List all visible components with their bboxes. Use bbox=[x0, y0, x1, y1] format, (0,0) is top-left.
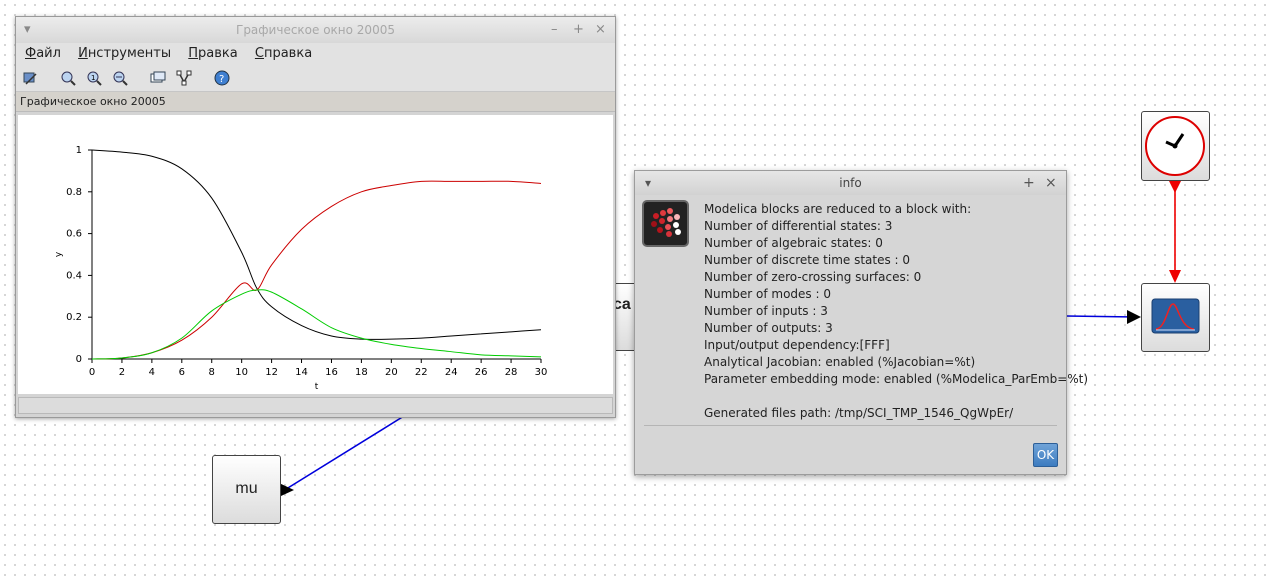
x-tick-label: 18 bbox=[355, 367, 368, 378]
x-tick-label: 30 bbox=[535, 367, 548, 378]
graphic-window-titlebar[interactable]: ▾ Графическое окно 20005 – + × bbox=[16, 17, 615, 43]
x-tick-label: 26 bbox=[475, 367, 488, 378]
x-tick-label: 20 bbox=[385, 367, 398, 378]
mu-block-label: mu bbox=[235, 480, 258, 497]
menu-bar: Файл Инструменты Правка Справка bbox=[16, 43, 615, 65]
scope-icon bbox=[1151, 298, 1200, 334]
zoom-in-icon[interactable] bbox=[60, 70, 76, 86]
x-tick-label: 4 bbox=[149, 367, 155, 378]
x-tick-label: 24 bbox=[445, 367, 458, 378]
info-line: Modelica blocks are reduced to a block w… bbox=[704, 202, 972, 216]
x-tick-label: 0 bbox=[89, 367, 95, 378]
y-tick-label: 0.2 bbox=[66, 312, 82, 323]
scope-input-link[interactable] bbox=[1065, 315, 1137, 318]
series-line-2 bbox=[91, 180, 542, 360]
menu-edit[interactable]: Правка bbox=[188, 46, 238, 61]
graphic-window-title: Графическое окно 20005 bbox=[236, 23, 395, 37]
menu-help[interactable]: Справка bbox=[254, 46, 313, 61]
x-tick-label: 10 bbox=[235, 367, 248, 378]
zoom-reset-icon[interactable]: 1 bbox=[86, 70, 102, 86]
y-tick-label: 1 bbox=[76, 145, 82, 156]
x-tick-label: 16 bbox=[325, 367, 338, 378]
info-message: Modelica blocks are reduced to a block w… bbox=[704, 201, 1088, 422]
info-line: Analytical Jacobian: enabled (%Jacobian=… bbox=[704, 355, 976, 369]
info-line: Number of discrete time states : 0 bbox=[704, 253, 911, 267]
clock-icon bbox=[1145, 116, 1205, 176]
ok-button[interactable]: OK bbox=[1033, 443, 1058, 467]
y-tick-label: 0 bbox=[76, 354, 82, 365]
minimize-button[interactable]: – bbox=[551, 22, 558, 37]
modelica-logo-icon bbox=[642, 200, 689, 247]
dialog-maximize-button[interactable]: + bbox=[1023, 175, 1035, 191]
info-line: Generated files path: /tmp/SCI_TMP_1546_… bbox=[704, 406, 1014, 420]
x-tick-label: 12 bbox=[265, 367, 278, 378]
x-tick-label: 2 bbox=[119, 367, 125, 378]
window-menu-icon[interactable]: ▾ bbox=[24, 22, 31, 37]
info-line: Input/output dependency:[FFF] bbox=[704, 338, 890, 352]
graph-editor-icon[interactable] bbox=[176, 70, 192, 86]
scope-input-port bbox=[1127, 310, 1141, 324]
info-dialog-titlebar[interactable]: ▾ info + × bbox=[635, 171, 1066, 195]
x-axis-label: t bbox=[315, 382, 319, 392]
info-line: Number of zero-crossing surfaces: 0 bbox=[704, 270, 922, 284]
maximize-button[interactable]: + bbox=[573, 22, 584, 37]
series-line-3 bbox=[91, 289, 542, 360]
toolbar: 1 ? bbox=[16, 65, 615, 92]
x-tick-label: 14 bbox=[295, 367, 308, 378]
rotate-icon[interactable] bbox=[22, 70, 38, 86]
figure-label: Графическое окно 20005 bbox=[16, 92, 615, 112]
modelica-block-label: ca bbox=[613, 296, 631, 313]
help-icon[interactable]: ? bbox=[214, 70, 230, 86]
zoom-out-icon[interactable] bbox=[112, 70, 128, 86]
series-line-1 bbox=[91, 149, 542, 340]
info-line: Parameter embedding mode: enabled (%Mode… bbox=[704, 372, 1089, 386]
dialog-separator bbox=[644, 425, 1057, 426]
mu-link[interactable] bbox=[282, 415, 405, 492]
info-dialog[interactable]: ▾ info + × Modelica blocks are reduced t… bbox=[634, 170, 1088, 475]
x-tick-label: 22 bbox=[415, 367, 428, 378]
horizontal-scrollbar[interactable] bbox=[18, 397, 613, 414]
x-tick-label: 28 bbox=[505, 367, 518, 378]
info-line: Number of modes : 0 bbox=[704, 287, 831, 301]
info-dialog-title: info bbox=[839, 176, 862, 190]
svg-text:1: 1 bbox=[91, 74, 95, 82]
menu-tools[interactable]: Инструменты bbox=[78, 46, 172, 61]
y-axis-label: y bbox=[54, 251, 64, 257]
plot-area[interactable]: 0 2 4 6 8 10 12 14 16 18 20 22 24 26 28 30 0 0.2 0.4 0.6 0.8… bbox=[18, 115, 613, 394]
info-line: Number of algebraic states: 0 bbox=[704, 236, 883, 250]
clock-block[interactable] bbox=[1141, 111, 1210, 181]
line-chart: 0 2 4 6 8 10 12 14 16 18 20 22 24 26 28 3000.20.40.60.8… bbox=[54, 145, 548, 392]
clock-event-port bbox=[1169, 181, 1181, 193]
y-tick-label: 0.6 bbox=[66, 229, 82, 240]
datatip-icon[interactable] bbox=[150, 70, 166, 86]
mu-block[interactable]: mu bbox=[212, 455, 281, 524]
info-line: Number of differential states: 3 bbox=[704, 219, 893, 233]
mu-output-port bbox=[279, 483, 294, 496]
scope-event-port bbox=[1169, 270, 1181, 283]
graphic-window[interactable]: ▾ Графическое окно 20005 – + × Файл Инст… bbox=[15, 16, 616, 418]
info-line: Number of outputs: 3 bbox=[704, 321, 833, 335]
dialog-menu-icon[interactable]: ▾ bbox=[645, 176, 652, 190]
x-tick-label: 8 bbox=[209, 367, 215, 378]
info-line bbox=[704, 388, 1088, 405]
svg-text:?: ? bbox=[219, 74, 224, 85]
dialog-close-button[interactable]: × bbox=[1045, 175, 1057, 191]
info-line: Number of inputs : 3 bbox=[704, 304, 828, 318]
menu-file[interactable]: Файл bbox=[25, 46, 61, 61]
y-tick-label: 0.4 bbox=[66, 270, 82, 281]
scope-block[interactable] bbox=[1141, 283, 1210, 352]
y-tick-label: 0.8 bbox=[66, 187, 82, 198]
x-tick-label: 6 bbox=[179, 367, 185, 378]
close-button[interactable]: × bbox=[595, 22, 606, 37]
